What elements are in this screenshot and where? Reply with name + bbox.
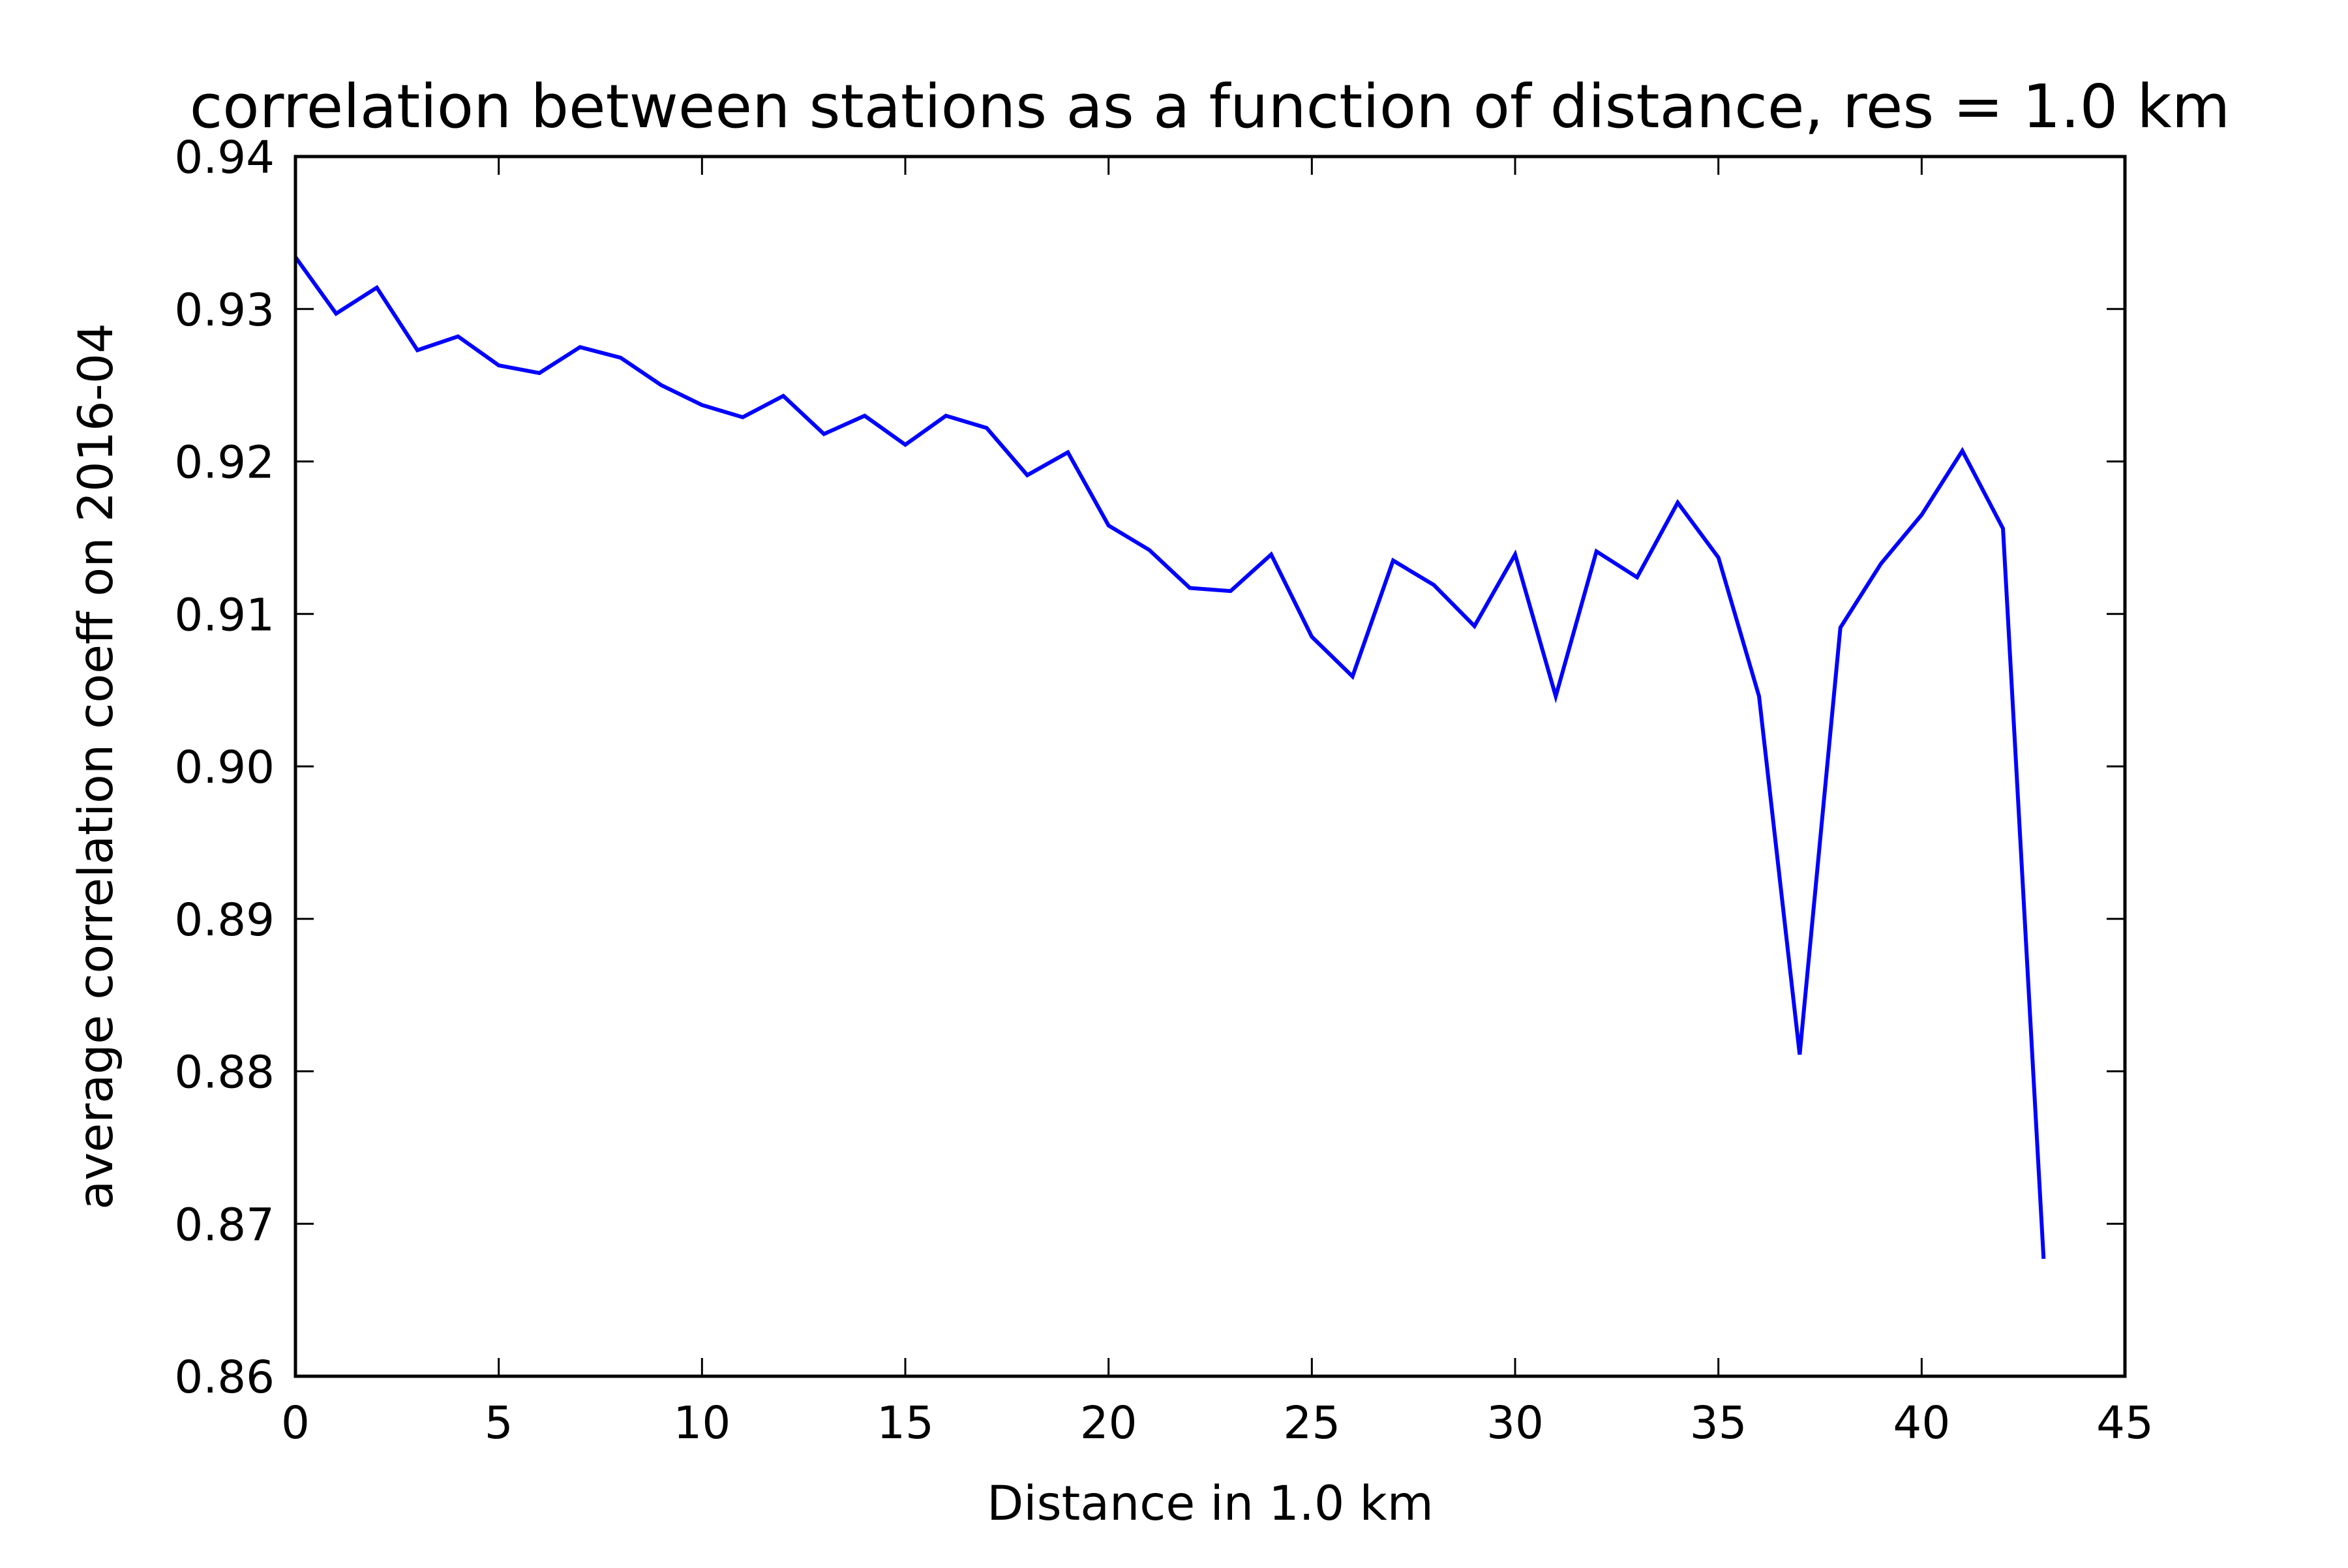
y-tick-label: 0.91 <box>174 589 275 641</box>
data-point <box>1473 624 1477 628</box>
data-point <box>903 443 907 447</box>
data-point <box>537 371 541 375</box>
data-point <box>334 312 338 316</box>
data-point <box>1919 513 1923 517</box>
data-point <box>1513 552 1517 556</box>
chart-title: correlation between stations as a functi… <box>190 72 2231 142</box>
y-tick-label: 0.92 <box>174 437 275 489</box>
x-tick-label: 0 <box>281 1397 310 1449</box>
x-tick-label: 5 <box>485 1397 513 1449</box>
data-point <box>944 414 948 417</box>
data-point <box>1595 549 1599 553</box>
data-point <box>1025 474 1029 477</box>
data-point <box>1188 586 1192 590</box>
x-tick-label: 25 <box>1283 1397 1340 1449</box>
x-tick-label: 40 <box>1893 1397 1950 1449</box>
data-point <box>1554 694 1558 698</box>
data-point <box>1961 449 1964 453</box>
x-axis-label: Distance in 1.0 km <box>987 1476 1434 1531</box>
series-line <box>295 256 2046 1259</box>
data-point <box>456 335 460 339</box>
data-point <box>415 348 419 352</box>
data-point <box>1391 558 1395 562</box>
data-point <box>2001 526 2005 530</box>
data-point <box>1432 583 1436 587</box>
data-point <box>985 426 989 430</box>
data-point <box>1107 524 1111 528</box>
data-point <box>1351 674 1355 678</box>
data-point <box>1676 501 1679 505</box>
x-tick-label: 35 <box>1690 1397 1747 1449</box>
y-tick-label: 0.87 <box>174 1199 275 1251</box>
data-point <box>700 403 704 407</box>
data-point <box>1798 1053 1801 1057</box>
data-point <box>1757 694 1761 698</box>
data-point <box>1879 562 1883 565</box>
tick-labels: 0 5 10 15 20 25 30 35 40 45 0.86 0.87 0.88 0.89 0.90 0.… <box>174 132 2154 1449</box>
x-tick-label: 20 <box>1080 1397 1137 1449</box>
data-point <box>497 363 501 367</box>
plot-frame <box>294 155 2127 1378</box>
y-tick-label: 0.88 <box>174 1047 275 1099</box>
data-point <box>578 345 582 349</box>
data-point <box>741 415 745 419</box>
data-point <box>1717 556 1721 560</box>
data-point <box>863 414 867 417</box>
x-tick-label: 30 <box>1486 1397 1544 1449</box>
data-point <box>659 384 663 387</box>
data-point <box>1147 548 1151 552</box>
data-point <box>1066 450 1070 454</box>
y-tick-label: 0.90 <box>174 742 275 794</box>
y-tick-label: 0.86 <box>174 1351 275 1404</box>
y-tick-label: 0.94 <box>174 132 275 184</box>
data-point <box>619 356 623 360</box>
x-tick-label: 10 <box>673 1397 730 1449</box>
data-point <box>1310 635 1314 639</box>
data-point <box>1635 575 1639 579</box>
series-layer <box>295 256 2046 1261</box>
y-tick-label: 0.93 <box>174 284 275 337</box>
x-tick-label: 15 <box>877 1397 934 1449</box>
y-tick-label: 0.89 <box>174 894 275 946</box>
y-axis-label: average correlation coeff on 2016-04 <box>68 323 124 1209</box>
data-point <box>781 394 785 398</box>
data-point <box>1229 589 1233 593</box>
data-point <box>1839 626 1843 629</box>
data-point <box>375 286 379 290</box>
data-point <box>822 432 826 436</box>
data-point <box>2041 1257 2045 1261</box>
x-tick-label: 45 <box>2096 1397 2154 1449</box>
data-point <box>1269 552 1273 556</box>
